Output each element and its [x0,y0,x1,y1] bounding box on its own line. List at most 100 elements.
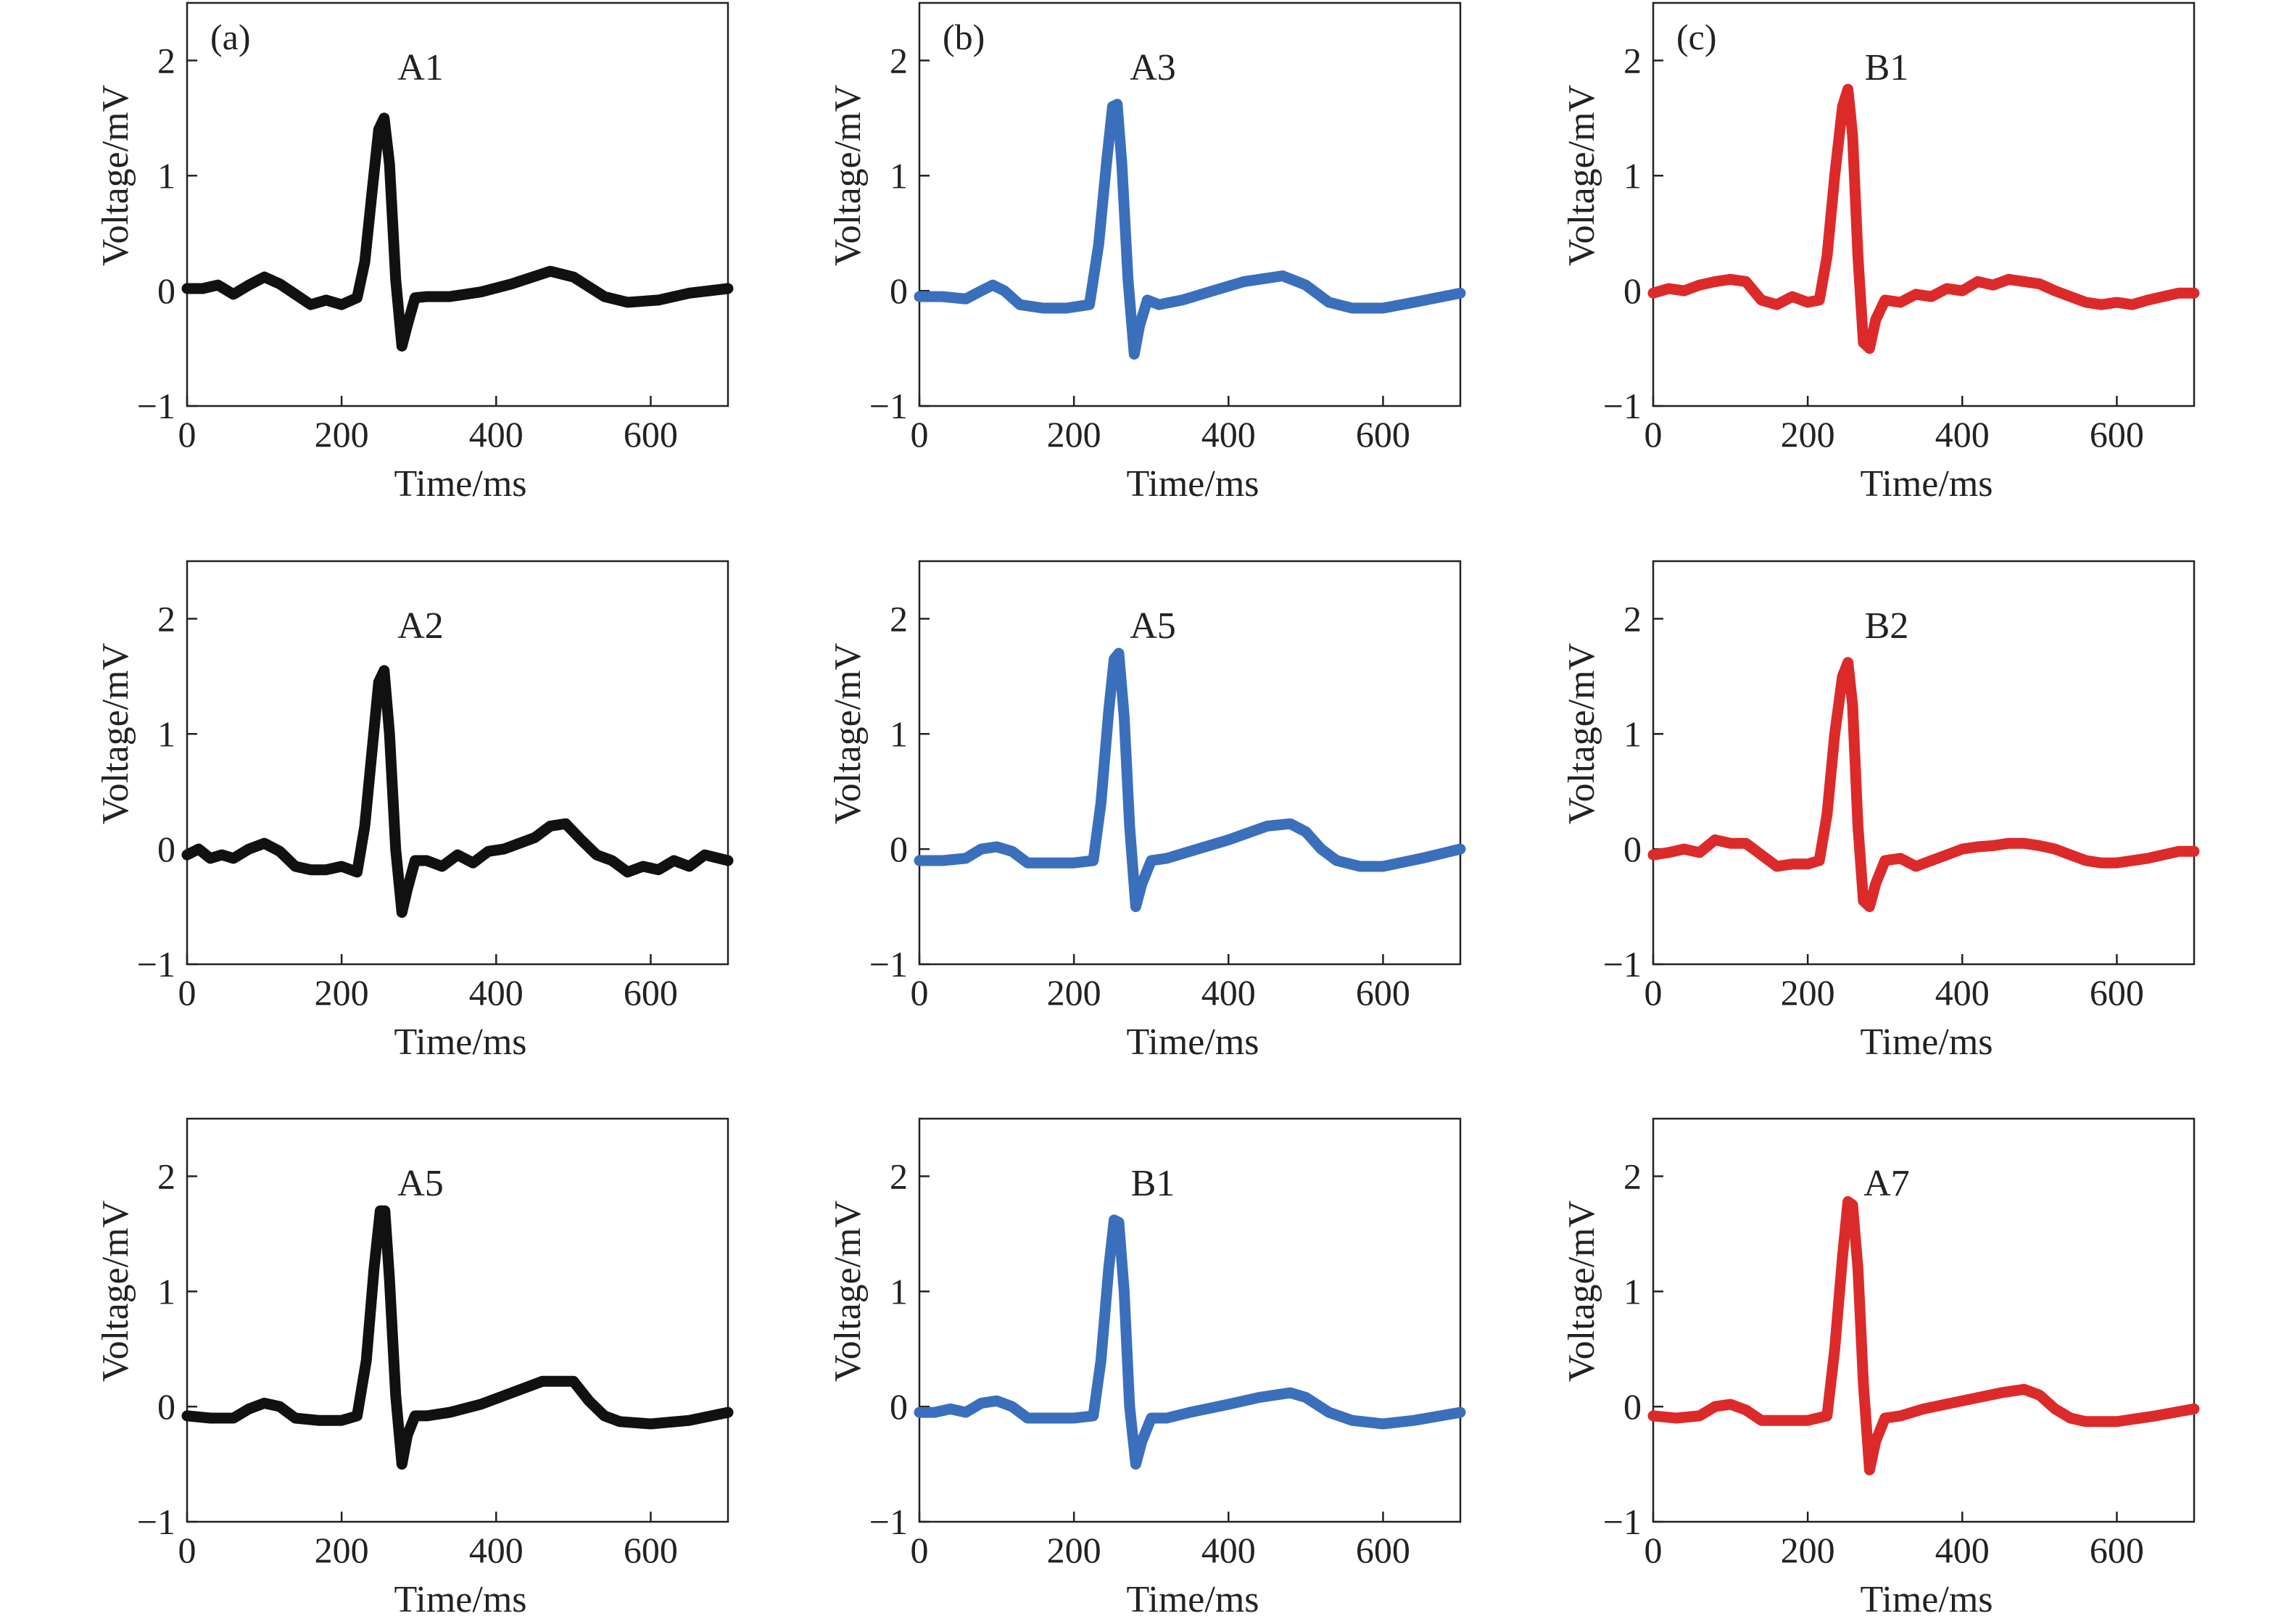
ecg-waveform-line [1647,1196,2200,1475]
x-tick-label: 600 [1356,972,1410,1013]
y-axis-label: Voltage/mV [1561,643,1602,824]
x-tick-label: 600 [2090,1530,2144,1570]
y-tick-label: −1 [1603,386,1642,426]
x-axis-label: Time/ms [1126,1579,1259,1620]
x-tick-label: 0 [911,1530,929,1570]
y-tick-label: 1 [157,1271,175,1312]
x-tick-label: 400 [1935,972,1990,1013]
x-tick-label: 0 [911,414,929,455]
ecg-waveform-line [181,1205,734,1470]
lead-label: B2 [1865,605,1909,647]
y-axis-label: Voltage/mV [827,1201,869,1382]
x-axis-label: Time/ms [394,463,526,505]
y-tick-label: 2 [890,1156,908,1196]
y-tick-label: 0 [1623,1386,1642,1427]
x-tick-label: 0 [1644,1530,1663,1570]
ecg-waveform-line [1647,83,2200,355]
x-tick-label: 400 [1201,414,1256,455]
y-tick-label: 2 [1623,40,1642,80]
ecg-waveform-line [914,99,1466,360]
lead-label: A3 [1130,47,1176,88]
y-tick-label: 0 [157,829,175,869]
y-tick-label: 0 [890,1386,908,1427]
y-tick-label: 2 [157,598,175,639]
lead-label: A5 [397,1163,444,1204]
x-tick-label: 200 [1047,1530,1101,1570]
y-axis-label: Voltage/mV [95,643,136,824]
y-tick-label: 1 [890,155,908,196]
y-axis-label: Voltage/mV [1561,85,1602,266]
x-tick-label: 0 [178,414,196,455]
x-tick-label: 400 [1935,414,1990,455]
plot-frame [186,1,729,407]
y-tick-label: 1 [1623,713,1642,754]
y-tick-label: 1 [890,1271,908,1312]
ecg-waveform-line [1647,657,2200,913]
plot-frame [918,560,1462,966]
panel-label: (a) [210,17,251,57]
x-tick-label: 200 [1047,972,1101,1013]
y-tick-label: −1 [1603,1501,1642,1542]
x-axis-label: Time/ms [394,1022,526,1063]
y-tick-label: −1 [137,386,175,426]
lead-label: A5 [1130,605,1176,647]
x-tick-label: 200 [1781,414,1835,455]
ecg-waveform-line [181,112,734,352]
lead-label: B1 [1131,1163,1175,1204]
y-tick-label: −1 [1603,944,1642,985]
x-axis-label: Time/ms [1126,1022,1259,1063]
x-tick-label: 200 [315,414,369,455]
x-tick-label: 600 [1356,414,1410,455]
y-tick-label: 2 [157,1156,175,1196]
y-tick-label: 0 [890,270,908,311]
y-tick-label: 0 [1623,829,1642,869]
plot-frame [1652,1,2196,407]
y-axis-label: Voltage/mV [827,643,869,824]
x-tick-label: 400 [1201,1530,1256,1570]
ecg-waveform-line [914,647,1466,913]
x-axis-label: Time/ms [394,1579,526,1620]
panel-label: (c) [1676,17,1717,57]
x-tick-label: 200 [1781,972,1835,1013]
y-tick-label: −1 [869,386,908,426]
x-tick-label: 400 [469,414,524,455]
x-tick-label: 400 [1935,1530,1990,1570]
panel-label: (b) [943,17,985,57]
x-tick-label: 0 [1644,972,1663,1013]
x-axis-label: Time/ms [1860,463,1993,505]
x-tick-label: 0 [178,972,196,1013]
y-axis-label: Voltage/mV [95,1201,136,1382]
y-axis-label: Voltage/mV [95,85,136,266]
y-tick-label: 1 [1623,155,1642,196]
y-tick-label: −1 [869,944,908,985]
y-tick-label: 0 [890,829,908,869]
plot-frame [1652,560,2196,966]
y-axis-label: Voltage/mV [827,85,869,266]
x-tick-label: 600 [1356,1530,1410,1570]
x-tick-label: 600 [624,972,678,1013]
y-tick-label: 0 [157,270,175,311]
x-tick-label: 200 [1047,414,1101,455]
x-axis-label: Time/ms [1126,463,1259,505]
x-axis-label: Time/ms [1860,1022,1993,1063]
x-tick-label: 600 [624,1530,678,1570]
x-tick-label: 200 [1781,1530,1835,1570]
x-tick-label: 400 [1201,972,1256,1013]
y-axis-label: Voltage/mV [1561,1201,1602,1382]
y-tick-label: −1 [137,944,175,985]
y-tick-label: 2 [890,40,908,80]
x-tick-label: 400 [469,1530,524,1570]
y-tick-label: 2 [890,598,908,639]
y-tick-label: −1 [869,1501,908,1542]
x-tick-label: 600 [2090,972,2144,1013]
y-tick-label: 0 [157,1386,175,1427]
y-tick-label: 1 [157,713,175,754]
